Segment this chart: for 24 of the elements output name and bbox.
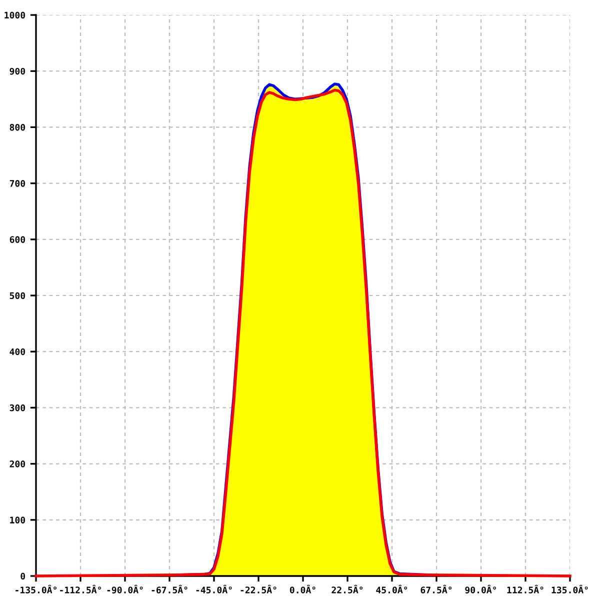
x-tick-label: 90.0Â° <box>465 584 496 594</box>
y-tick-label: 900 <box>10 68 26 75</box>
y-tick-label: 100 <box>10 516 26 524</box>
x-tick-label: 112.5Â° <box>507 584 544 594</box>
y-tick-label: 800 <box>10 124 26 131</box>
y-tick-label: 300 <box>10 404 26 412</box>
y-tick-label: 600 <box>10 236 26 243</box>
x-tick-label: -45.0Â° <box>196 584 232 594</box>
x-tick-label: 135.0Â° <box>552 584 588 594</box>
x-tick-label: 22.5Â° <box>332 584 363 594</box>
x-tick-label: -67.5Â° <box>152 584 188 594</box>
y-tick-label: 1000 <box>4 12 26 19</box>
x-tick-label: 45.0Â° <box>376 584 408 594</box>
x-tick-label: 0.0Â° <box>290 584 316 594</box>
y-tick-label: 400 <box>10 348 26 356</box>
x-tick-label: -135.0Â° <box>16 584 56 594</box>
x-tick-label: 67.5Â° <box>420 584 452 594</box>
y-tick-label: 200 <box>10 460 26 468</box>
y-tick-label: 0 <box>20 572 26 580</box>
x-tick-label: -22.5Â° <box>240 584 276 594</box>
x-tick-label: -90.0Â° <box>107 584 143 594</box>
y-tick-label: 700 <box>10 180 26 187</box>
x-tick-label: -112.5Â° <box>60 584 101 594</box>
y-tick-label: 500 <box>10 292 26 300</box>
